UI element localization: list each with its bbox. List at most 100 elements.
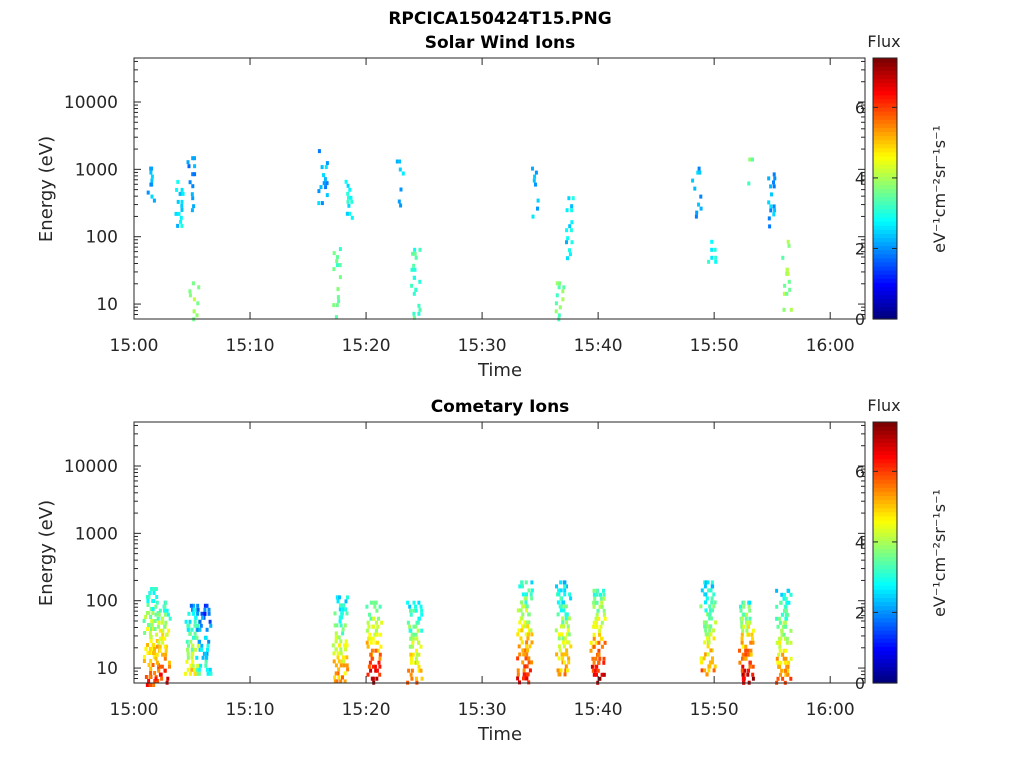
burst-mark bbox=[738, 600, 755, 685]
flux-cell bbox=[556, 668, 560, 673]
flux-cell bbox=[420, 628, 424, 633]
flux-cell bbox=[345, 611, 349, 616]
flux-cell bbox=[565, 632, 569, 637]
flux-cell bbox=[704, 620, 708, 625]
flux-cell bbox=[596, 608, 600, 613]
flux-cell bbox=[524, 580, 528, 585]
flux-cell bbox=[194, 647, 197, 652]
flux-cell bbox=[748, 157, 752, 162]
flux-cell bbox=[697, 166, 701, 171]
colorbar-segment bbox=[873, 257, 897, 263]
flux-cell bbox=[530, 588, 534, 593]
flux-cell bbox=[777, 616, 781, 621]
colorbar-segment bbox=[873, 646, 897, 651]
flux-cell bbox=[193, 172, 197, 177]
flux-cell bbox=[317, 189, 321, 194]
flux-cell bbox=[597, 616, 601, 621]
burst-mark bbox=[516, 580, 534, 685]
flux-cell bbox=[148, 647, 152, 651]
flux-cell bbox=[747, 181, 751, 186]
colorbar-segment bbox=[873, 589, 897, 594]
flux-cell bbox=[786, 239, 790, 244]
flux-cell bbox=[785, 600, 789, 605]
flux-cell bbox=[563, 588, 567, 593]
flux-cell bbox=[412, 608, 416, 613]
flux-cell bbox=[525, 604, 529, 609]
flux-cell bbox=[160, 676, 164, 681]
flux-cell bbox=[150, 587, 154, 591]
colorbar-segment bbox=[873, 212, 897, 218]
burst-mark bbox=[767, 172, 777, 229]
flux-cell bbox=[416, 660, 420, 665]
flux-cell bbox=[337, 299, 341, 304]
flux-cell bbox=[602, 588, 605, 593]
flux-cell bbox=[346, 199, 350, 204]
colorbar-segment bbox=[873, 503, 897, 509]
flux-cell bbox=[561, 656, 565, 661]
flux-cell bbox=[706, 580, 710, 585]
flux-cell bbox=[338, 595, 341, 600]
flux-cell bbox=[418, 247, 422, 252]
colorbar-segment bbox=[873, 111, 897, 116]
flux-cell bbox=[779, 636, 783, 641]
flux-cell bbox=[516, 608, 520, 613]
flux-cell bbox=[366, 672, 370, 677]
flux-cell bbox=[411, 652, 415, 657]
flux-cell bbox=[190, 655, 194, 660]
flux-cell bbox=[368, 632, 372, 637]
flux-cell bbox=[188, 289, 192, 294]
flux-cell bbox=[414, 608, 418, 613]
flux-cell bbox=[180, 187, 184, 192]
flux-cell bbox=[150, 623, 154, 627]
flux-cell bbox=[565, 228, 569, 233]
flux-cell bbox=[569, 644, 573, 649]
flux-cell bbox=[417, 652, 421, 657]
flux-cell bbox=[563, 652, 567, 657]
flux-cell bbox=[332, 267, 336, 272]
flux-cell bbox=[345, 663, 349, 668]
flux-cell bbox=[166, 612, 170, 617]
flux-cell bbox=[779, 600, 783, 605]
flux-cell bbox=[372, 624, 375, 629]
flux-cell bbox=[706, 644, 710, 649]
flux-cell bbox=[602, 672, 606, 677]
flux-cell bbox=[410, 676, 414, 681]
flux-cell bbox=[205, 627, 209, 632]
flux-cell bbox=[187, 643, 190, 648]
flux-cell bbox=[589, 648, 593, 653]
flux-cell bbox=[747, 668, 750, 673]
flux-cell bbox=[714, 255, 718, 260]
flux-cell bbox=[419, 604, 423, 609]
flux-cell bbox=[562, 644, 566, 649]
flux-cell bbox=[568, 592, 572, 597]
flux-cell bbox=[204, 651, 207, 656]
flux-cell bbox=[744, 652, 748, 657]
colorbar-segment bbox=[873, 629, 897, 635]
flux-cell bbox=[568, 224, 572, 229]
flux-cell bbox=[595, 624, 599, 629]
flux-cell bbox=[599, 624, 603, 629]
flux-cell bbox=[557, 656, 561, 661]
flux-cell bbox=[519, 636, 523, 641]
colorbar-segment bbox=[873, 642, 897, 647]
flux-cell bbox=[785, 267, 789, 272]
flux-cell bbox=[782, 307, 786, 312]
flux-cell bbox=[335, 303, 339, 308]
colorbar-segment bbox=[873, 617, 897, 623]
colorbar-segment bbox=[873, 184, 897, 190]
flux-cell bbox=[198, 639, 201, 644]
flux-cell bbox=[416, 620, 420, 625]
flux-cell bbox=[603, 616, 607, 621]
colorbar-tick-label: 2 bbox=[855, 603, 865, 622]
flux-cell bbox=[152, 591, 156, 595]
flux-cell bbox=[710, 580, 714, 585]
flux-cell bbox=[777, 652, 781, 657]
flux-cell bbox=[560, 632, 564, 637]
flux-cell bbox=[397, 199, 401, 204]
colorbar-segment bbox=[873, 458, 897, 464]
colorbar-segment bbox=[873, 499, 897, 505]
flux-cell bbox=[520, 600, 523, 605]
flux-cell bbox=[567, 656, 571, 661]
flux-cell bbox=[414, 604, 417, 609]
flux-cell bbox=[412, 600, 416, 605]
